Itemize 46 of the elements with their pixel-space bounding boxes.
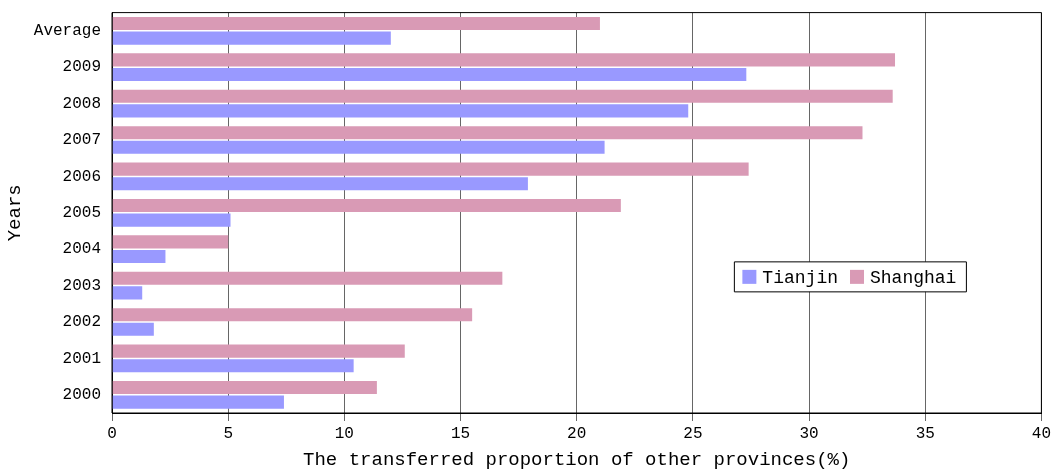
y-tick-label: 2000	[62, 386, 102, 405]
bar	[112, 322, 154, 336]
bar	[112, 235, 229, 249]
y-tick-label: 2001	[62, 349, 102, 368]
bar	[112, 177, 528, 191]
bar	[112, 89, 893, 103]
x-tick-label: 40	[1031, 424, 1051, 443]
bar	[112, 395, 284, 409]
bar	[112, 271, 503, 285]
x-tick-label: 10	[334, 424, 354, 443]
legend-label: Tianjin	[762, 267, 838, 288]
x-tick-label: 35	[915, 424, 935, 443]
bar	[112, 53, 896, 67]
bar	[112, 162, 749, 176]
bar	[112, 104, 689, 118]
y-tick-label: 2005	[62, 204, 102, 223]
x-tick-label: 25	[683, 424, 703, 443]
bar	[112, 380, 377, 395]
y-tick-label: Average	[33, 22, 102, 41]
y-tick-label: 2002	[62, 313, 102, 332]
y-tick-label: 2007	[62, 131, 102, 150]
y-tick-label: 2009	[62, 58, 102, 77]
bar	[112, 308, 473, 322]
bar	[112, 213, 231, 227]
bar	[112, 344, 405, 358]
bar	[112, 140, 605, 154]
x-tick-label: 30	[799, 424, 819, 443]
y-tick-label: 2008	[62, 94, 102, 113]
y-tick-label: 2004	[62, 240, 102, 259]
y-axis-title: Years	[4, 184, 27, 242]
legend-label: Shanghai	[869, 267, 957, 288]
x-tick-label: 20	[567, 424, 587, 443]
y-tick-label: 2006	[62, 167, 102, 186]
x-tick-label: 5	[223, 424, 233, 443]
x-axis-title: The transferred proportion of other provinces(%)	[303, 448, 851, 471]
bar	[112, 249, 166, 264]
bar	[112, 198, 621, 213]
bar	[112, 359, 354, 373]
bar	[112, 31, 391, 45]
x-tick-label: 0	[107, 424, 117, 443]
x-tick-label: 15	[450, 424, 471, 443]
bar	[112, 16, 600, 31]
bar	[112, 67, 747, 82]
bar	[112, 126, 863, 140]
bar	[112, 286, 143, 300]
y-tick-label: 2003	[62, 276, 102, 295]
